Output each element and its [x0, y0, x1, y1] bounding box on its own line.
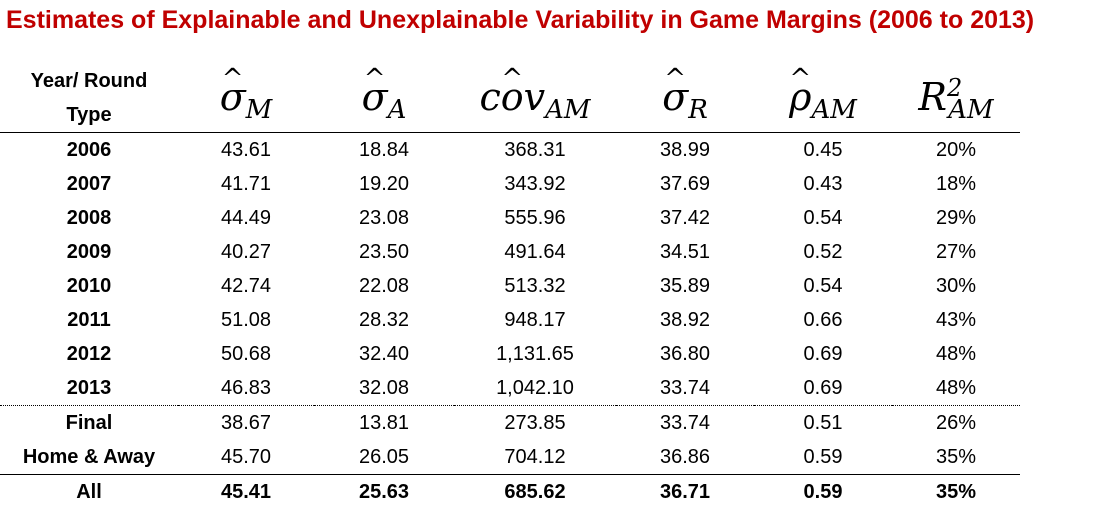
cell-sigma-r: 38.99 — [616, 133, 754, 168]
cell-sigma-r: 37.42 — [616, 201, 754, 235]
col-header-sigma-a: σA — [314, 64, 454, 133]
cell-sigma-a: 22.08 — [314, 269, 454, 303]
col-header-sigma-r: σR — [616, 64, 754, 133]
cell-r2-am: 48% — [892, 371, 1020, 406]
cell-sigma-m: 50.68 — [178, 337, 314, 371]
col-header-cov-am: covAM — [454, 64, 616, 133]
cell-sigma-m: 43.61 — [178, 133, 314, 168]
cell-sigma-a: 26.05 — [314, 440, 454, 475]
row-label: 2012 — [0, 337, 178, 371]
col-header-rho-am: ρAM — [754, 64, 892, 133]
cell-sigma-a: 19.20 — [314, 167, 454, 201]
cell-cov-am: 368.31 — [454, 133, 616, 168]
cell-sigma-m: 38.67 — [178, 406, 314, 441]
cell-sigma-r: 36.80 — [616, 337, 754, 371]
cell-sigma-a: 23.50 — [314, 235, 454, 269]
row-label: 2013 — [0, 371, 178, 406]
cell-cov-am: 704.12 — [454, 440, 616, 475]
cell-cov-am: 491.64 — [454, 235, 616, 269]
col-header-r2-am: R2AM — [892, 64, 1020, 133]
row-label: All — [0, 475, 178, 509]
cell-sigma-a: 32.08 — [314, 371, 454, 406]
row-label: 2010 — [0, 269, 178, 303]
cell-sigma-m: 44.49 — [178, 201, 314, 235]
cell-sigma-r: 34.51 — [616, 235, 754, 269]
cell-sigma-m: 46.83 — [178, 371, 314, 406]
cell-cov-am: 555.96 — [454, 201, 616, 235]
cell-sigma-m: 40.27 — [178, 235, 314, 269]
cell-rho-am: 0.45 — [754, 133, 892, 168]
cell-cov-am: 685.62 — [454, 475, 616, 509]
row-label: 2006 — [0, 133, 178, 168]
cell-r2-am: 35% — [892, 440, 1020, 475]
cell-sigma-m: 42.74 — [178, 269, 314, 303]
cell-r2-am: 20% — [892, 133, 1020, 168]
cell-sigma-a: 18.84 — [314, 133, 454, 168]
cell-sigma-r: 35.89 — [616, 269, 754, 303]
cell-rho-am: 0.69 — [754, 337, 892, 371]
cell-r2-am: 43% — [892, 303, 1020, 337]
cell-rho-am: 0.59 — [754, 475, 892, 509]
cell-sigma-r: 38.92 — [616, 303, 754, 337]
cell-cov-am: 948.17 — [454, 303, 616, 337]
cell-cov-am: 273.85 — [454, 406, 616, 441]
cell-cov-am: 1,131.65 — [454, 337, 616, 371]
cell-sigma-a: 23.08 — [314, 201, 454, 235]
cell-cov-am: 1,042.10 — [454, 371, 616, 406]
cell-sigma-m: 45.41 — [178, 475, 314, 509]
row-label: Final — [0, 406, 178, 441]
cell-sigma-a: 25.63 — [314, 475, 454, 509]
cell-r2-am: 35% — [892, 475, 1020, 509]
cell-sigma-r: 33.74 — [616, 406, 754, 441]
cell-r2-am: 27% — [892, 235, 1020, 269]
row-type-header: Year/ Round Type — [0, 64, 178, 133]
row-label: 2009 — [0, 235, 178, 269]
cell-rho-am: 0.69 — [754, 371, 892, 406]
row-label: 2011 — [0, 303, 178, 337]
cell-rho-am: 0.59 — [754, 440, 892, 475]
cell-rho-am: 0.51 — [754, 406, 892, 441]
table-title: Estimates of Explainable and Unexplainab… — [6, 6, 1034, 35]
cell-r2-am: 48% — [892, 337, 1020, 371]
cell-sigma-r: 37.69 — [616, 167, 754, 201]
cell-sigma-m: 45.70 — [178, 440, 314, 475]
cell-sigma-r: 36.71 — [616, 475, 754, 509]
cell-r2-am: 30% — [892, 269, 1020, 303]
cell-sigma-m: 41.71 — [178, 167, 314, 201]
row-label: 2008 — [0, 201, 178, 235]
cell-sigma-a: 13.81 — [314, 406, 454, 441]
cell-sigma-r: 36.86 — [616, 440, 754, 475]
cell-r2-am: 18% — [892, 167, 1020, 201]
cell-rho-am: 0.54 — [754, 201, 892, 235]
cell-cov-am: 343.92 — [454, 167, 616, 201]
variability-table: Year/ Round Type σM σA covAM σR ρAM R2AM… — [0, 64, 1020, 509]
cell-sigma-a: 28.32 — [314, 303, 454, 337]
row-label: 2007 — [0, 167, 178, 201]
cell-sigma-a: 32.40 — [314, 337, 454, 371]
cell-r2-am: 29% — [892, 201, 1020, 235]
cell-rho-am: 0.43 — [754, 167, 892, 201]
col-header-sigma-m: σM — [178, 64, 314, 133]
header-row: Year/ Round Type σM σA covAM σR ρAM R2AM — [0, 64, 1020, 133]
cell-sigma-m: 51.08 — [178, 303, 314, 337]
cell-sigma-r: 33.74 — [616, 371, 754, 406]
cell-cov-am: 513.32 — [454, 269, 616, 303]
cell-rho-am: 0.54 — [754, 269, 892, 303]
row-label: Home & Away — [0, 440, 178, 475]
cell-rho-am: 0.52 — [754, 235, 892, 269]
cell-r2-am: 26% — [892, 406, 1020, 441]
cell-rho-am: 0.66 — [754, 303, 892, 337]
